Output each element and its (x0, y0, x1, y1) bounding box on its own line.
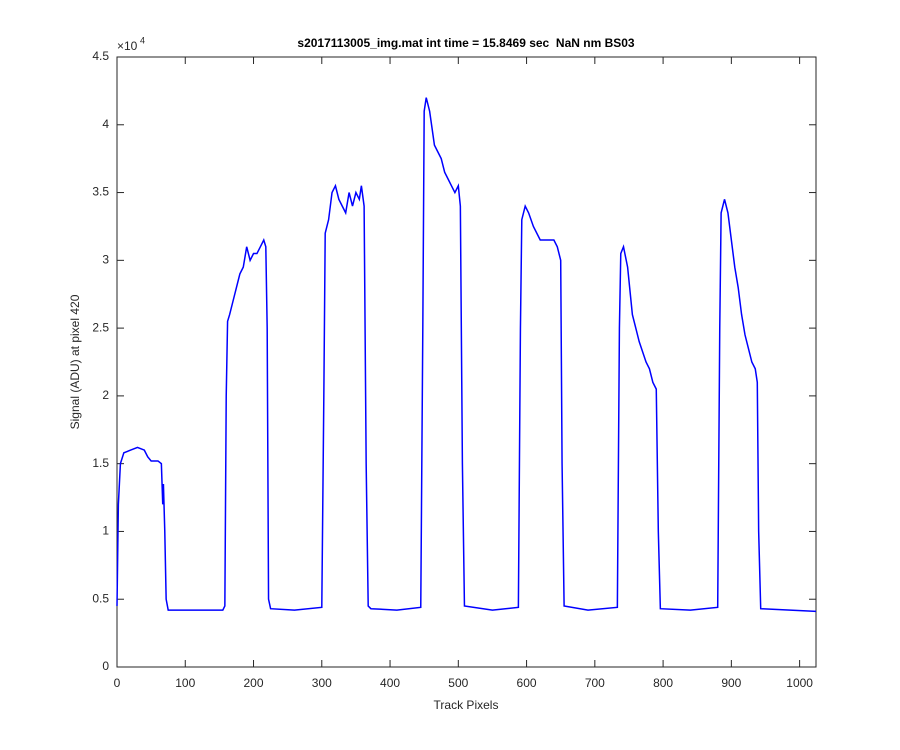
x-tick-label: 700 (585, 676, 605, 690)
x-tick-label: 600 (517, 676, 537, 690)
y-tick-label: 1.5 (92, 456, 109, 470)
y-tick-label: 4.5 (92, 49, 109, 63)
y-axis-label: Signal (ADU) at pixel 420 (68, 294, 82, 429)
y-tick-label: 3.5 (92, 185, 109, 199)
x-tick-label: 200 (244, 676, 264, 690)
y-tick-label: 0 (102, 659, 109, 673)
x-tick-label: 800 (653, 676, 673, 690)
x-tick-label: 0 (114, 676, 121, 690)
y-scale-exponent: 4 (140, 35, 145, 45)
y-scale-label: ×10 (117, 39, 138, 53)
x-tick-label: 400 (380, 676, 400, 690)
plot-area (116, 56, 817, 668)
y-tick-label: 2.5 (92, 320, 109, 334)
y-tick-label: 2 (102, 388, 109, 402)
chart-title: s2017113005_img.mat int time = 15.8469 s… (297, 36, 635, 50)
x-tick-label: 900 (721, 676, 741, 690)
x-tick-label: 1000 (786, 676, 813, 690)
x-axis-label: Track Pixels (434, 698, 499, 712)
x-tick-label: 500 (448, 676, 468, 690)
y-tick-label: 1 (102, 524, 109, 538)
x-tick-label: 300 (312, 676, 332, 690)
y-tick-label: 4 (102, 117, 109, 131)
data-line (116, 97, 817, 613)
y-tick-label: 0.5 (92, 591, 109, 605)
x-tick-label: 100 (175, 676, 195, 690)
y-tick-label: 3 (102, 253, 109, 267)
